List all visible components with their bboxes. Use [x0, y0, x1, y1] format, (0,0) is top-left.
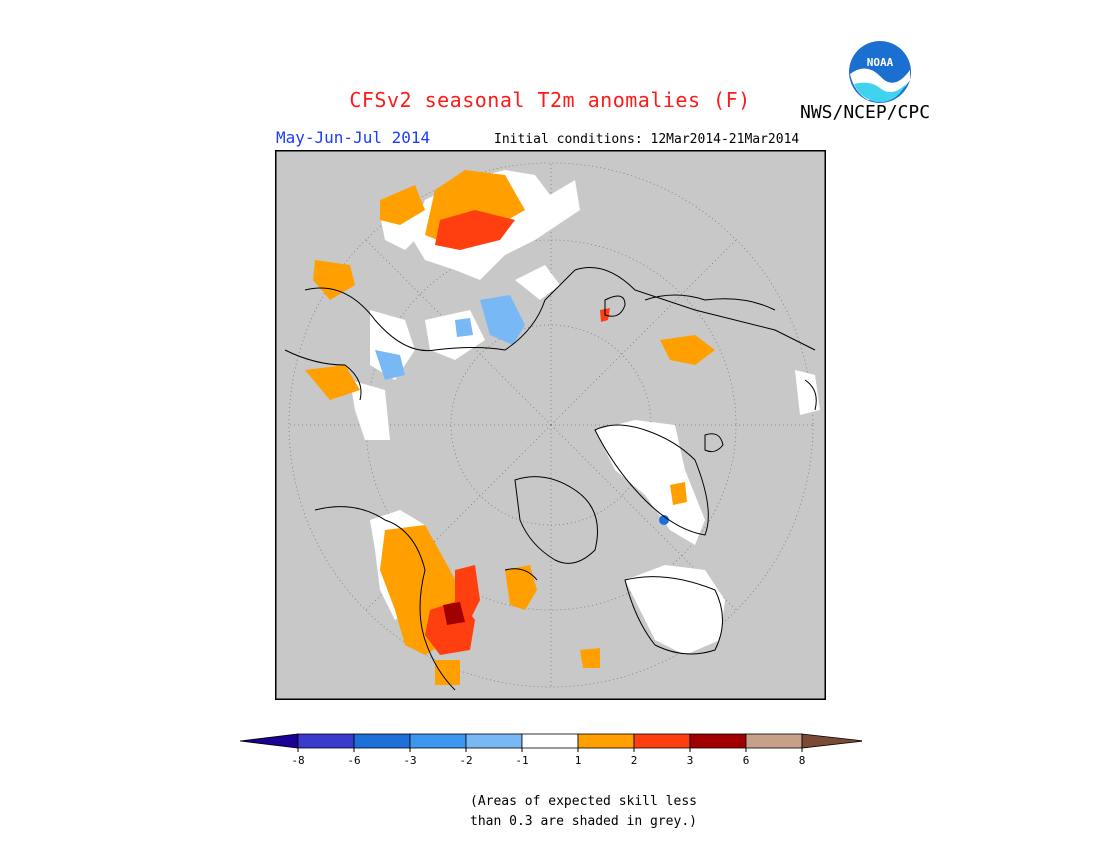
legend-swatch: [409, 733, 467, 749]
legend-swatch: [465, 733, 523, 749]
legend-tick-label: 2: [631, 754, 638, 767]
legend-swatch: [297, 733, 355, 749]
legend-tick-label: 3: [687, 754, 694, 767]
cool-dot: [659, 515, 669, 525]
cool-anomaly-areas: [375, 295, 525, 380]
legend-swatch: [577, 733, 635, 749]
skill-note: (Areas of expected skill less than 0.3 a…: [470, 792, 730, 832]
legend-swatch: [689, 733, 747, 749]
skill-note-line-2: than 0.3 are shaded in grey.): [470, 814, 697, 829]
legend-tick-label: -6: [347, 754, 360, 767]
warm-anomaly-areas-3: [443, 602, 465, 625]
map-frame: [275, 150, 826, 700]
legend-arrow-low: [239, 733, 299, 749]
logo-text: NOAA: [867, 56, 894, 69]
legend-swatch: [353, 733, 411, 749]
forecast-period: May-Jun-Jul 2014: [276, 128, 431, 147]
legend-tick-label: 8: [799, 754, 806, 767]
legend-tick-label: -8: [291, 754, 304, 767]
chart-title: CFSv2 seasonal T2m anomalies (F): [349, 88, 751, 112]
legend-tick-label: -3: [403, 754, 416, 767]
noaa-logo: NOAA: [848, 40, 912, 104]
polar-map: [275, 150, 826, 700]
skill-note-line-1: (Areas of expected skill less: [470, 794, 697, 809]
legend-swatch: [633, 733, 691, 749]
legend-tick-label: 6: [743, 754, 750, 767]
legend-tick-label: -1: [515, 754, 528, 767]
legend-swatch: [745, 733, 803, 749]
coastlines: [284, 267, 817, 691]
initial-conditions: Initial conditions: 12Mar2014-21Mar2014: [494, 132, 800, 147]
agency-label: NWS/NCEP/CPC: [800, 102, 931, 123]
legend-tick-label: -2: [459, 754, 472, 767]
legend-swatch: [521, 733, 579, 749]
legend-arrow-high: [801, 733, 865, 749]
color-legend: -8 -6 -3 -2 -1 1 2 3 6 8: [239, 730, 865, 770]
legend-tick-label: 1: [575, 754, 582, 767]
